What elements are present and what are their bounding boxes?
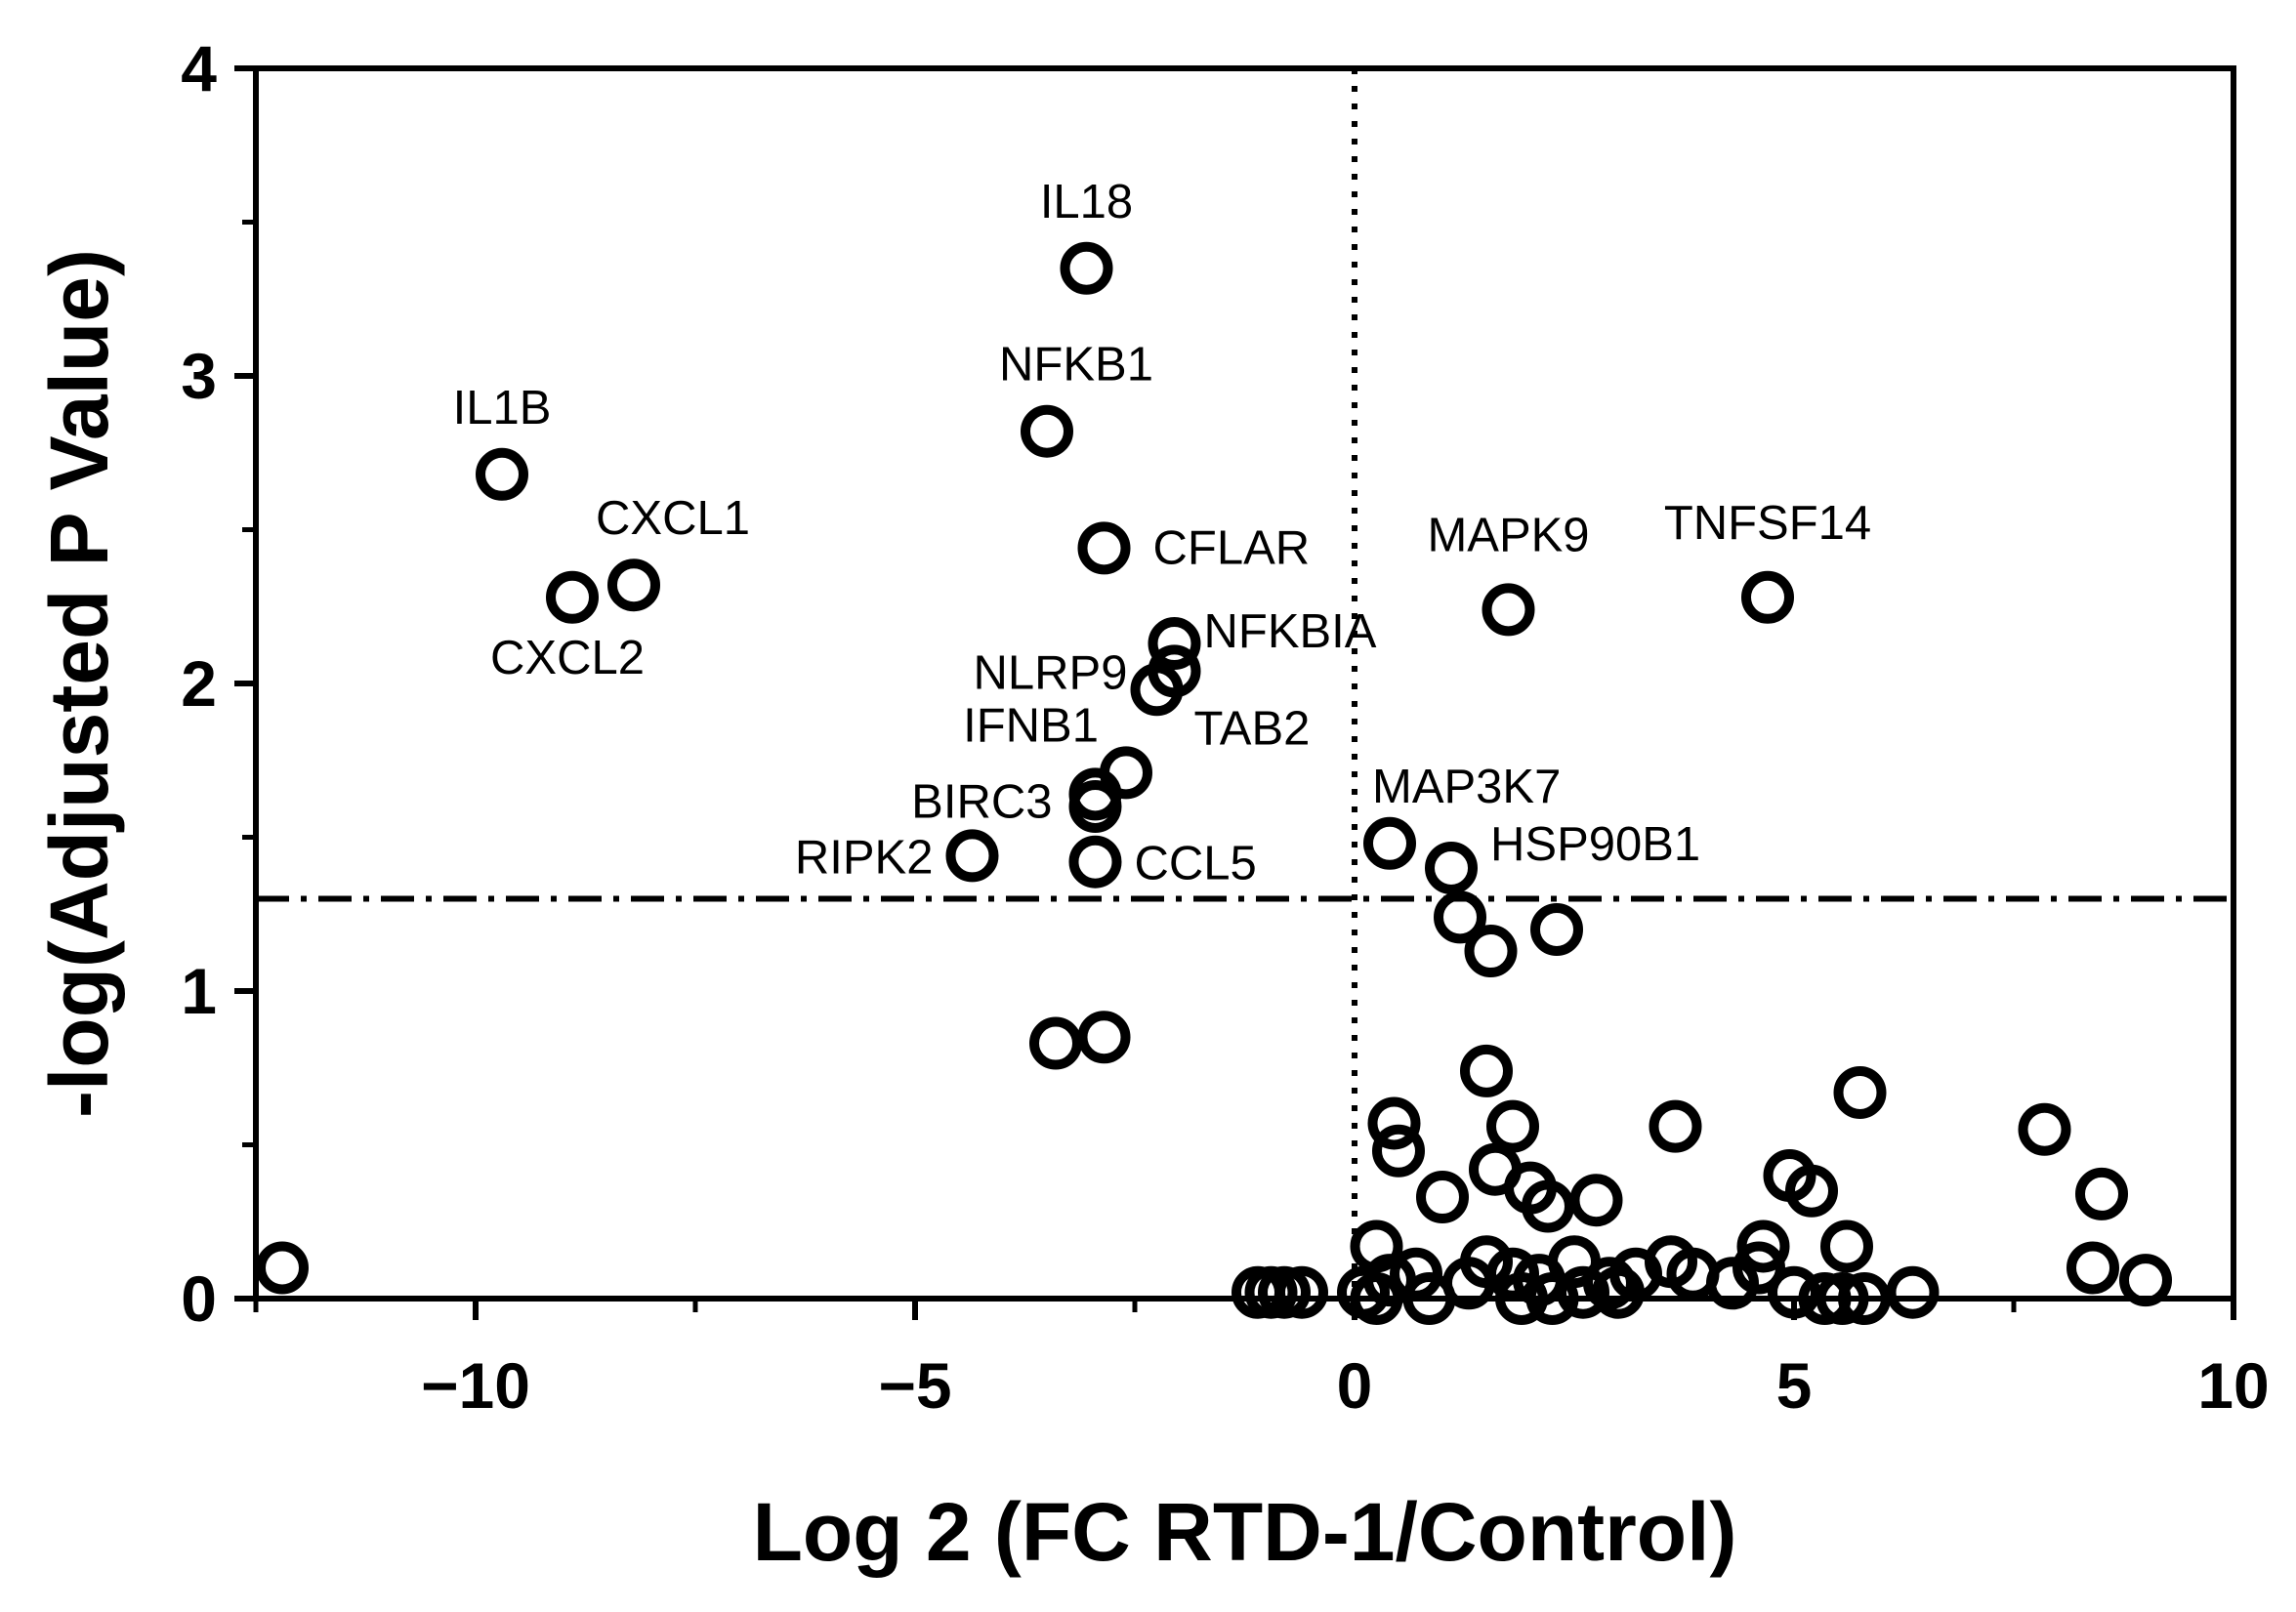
point-label-tnfsf14: TNFSF14: [1664, 497, 1871, 550]
point-tab2: [1130, 663, 1184, 717]
point-nfkb1: [1021, 404, 1073, 458]
data-point: [1833, 1065, 1887, 1119]
point-ccl5: [1068, 835, 1122, 889]
point-cxcl2: [546, 570, 599, 624]
point-cxcl1: [607, 558, 660, 612]
data-point: [1077, 1011, 1131, 1064]
x-tick-label: −10: [421, 1349, 530, 1422]
point-tnfsf14: [1741, 570, 1794, 624]
data-point: [1434, 890, 1486, 944]
point-label-mapk9: MAPK9: [1427, 509, 1589, 561]
data-point: [2119, 1254, 2172, 1307]
data-point: [1416, 1171, 1469, 1224]
point-label-nlrp9: NLRP9: [974, 646, 1128, 699]
data-point: [1583, 1257, 1636, 1310]
data-point: [1569, 1174, 1623, 1227]
point-cflar: [1077, 521, 1131, 575]
data-point: [1706, 1257, 1759, 1310]
point-label-nfkb1: NFKB1: [999, 339, 1153, 392]
point-label-ifnb1: IFNB1: [963, 699, 1099, 752]
x-axis-title: Log 2 (FC RTD-1/Control): [753, 1486, 1737, 1578]
point-label-il18: IL18: [1040, 176, 1133, 228]
point-label-nfkbia: NFKBIA: [1204, 605, 1377, 658]
point-nfkbia: [1148, 617, 1201, 671]
data-point: [1402, 1272, 1456, 1325]
x-tick-label: 0: [1337, 1349, 1373, 1422]
y-tick-label: 0: [181, 1262, 217, 1335]
point-map3k7: [1363, 816, 1416, 870]
data-point: [1530, 903, 1583, 956]
data-point: [1820, 1219, 1873, 1273]
data-point: [1460, 1044, 1513, 1097]
point-ripk2: [945, 829, 999, 883]
point-mapk9: [1482, 583, 1535, 637]
axis-ticks: −10 −5 0 5 10 0 1 2 3 4: [181, 32, 2269, 1422]
point-label-map3k7: MAP3K7: [1372, 761, 1561, 813]
data-point: [1785, 1164, 1838, 1218]
data-point: [1367, 1096, 1421, 1150]
point-label-ccl5: CCL5: [1135, 838, 1257, 890]
x-tick-label: 10: [2197, 1349, 2269, 1422]
point-label-cxcl2: CXCL2: [490, 632, 645, 684]
data-point: [1372, 1124, 1425, 1178]
x-tick-label: −5: [878, 1349, 951, 1422]
y-tick-label: 4: [181, 32, 217, 104]
data-point: [1029, 1016, 1082, 1070]
data-point: [1886, 1265, 1940, 1319]
y-tick-label: 2: [181, 647, 217, 720]
x-tick-label: 5: [1776, 1349, 1813, 1422]
data-point: [1258, 1265, 1311, 1319]
data-point: [1486, 1247, 1539, 1301]
data-point: [1495, 1272, 1548, 1325]
point-label-hsp90b1: HSP90B1: [1490, 818, 1700, 871]
data-point: [1275, 1265, 1328, 1319]
point-labels: IL18 NFKB1 IL1B CXCL1 CXCL2 CFLAR NFKBIA NLRP9 T…: [453, 176, 1872, 890]
point-label-cxcl1: CXCL1: [596, 492, 750, 545]
data-point: [1732, 1241, 1785, 1295]
data-point: [1557, 1265, 1609, 1319]
data-point: [1592, 1265, 1645, 1319]
data-point: [2066, 1241, 2119, 1295]
data-point: [1464, 925, 1518, 978]
data-point: [1816, 1272, 1869, 1325]
reference-lines: [256, 68, 2233, 1299]
data-point: [256, 1241, 309, 1295]
point-label-birc3: BIRC3: [911, 775, 1052, 828]
data-point: [1736, 1219, 1790, 1273]
y-tick-label: 1: [181, 955, 217, 1027]
point-label-il1b: IL1B: [453, 382, 552, 434]
point-label-ripk2: RIPK2: [795, 831, 934, 884]
data-point: [1068, 780, 1122, 833]
y-axis-title: -log(Adjusted P Value): [33, 249, 125, 1118]
data-point: [1649, 1099, 1702, 1153]
data-point: [2075, 1167, 2128, 1220]
y-tick-label: 3: [181, 340, 217, 412]
point-label-tab2: TAB2: [1194, 702, 1311, 755]
data-point: [1522, 1179, 1574, 1233]
point-hsp90b1: [1425, 842, 1478, 894]
data-point: [1486, 1099, 1539, 1153]
data-point: [2018, 1102, 2071, 1156]
point-il18: [1060, 241, 1113, 295]
point-il1b: [476, 447, 528, 501]
data-points: [256, 241, 2172, 1325]
point-label-cflar: CFLAR: [1153, 521, 1311, 574]
data-point: [1838, 1272, 1891, 1325]
